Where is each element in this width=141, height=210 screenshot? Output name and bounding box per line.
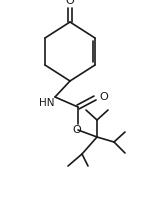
Text: HN: HN [38, 98, 54, 108]
Text: O: O [99, 92, 108, 102]
Text: O: O [73, 125, 81, 135]
Text: O: O [66, 0, 74, 6]
